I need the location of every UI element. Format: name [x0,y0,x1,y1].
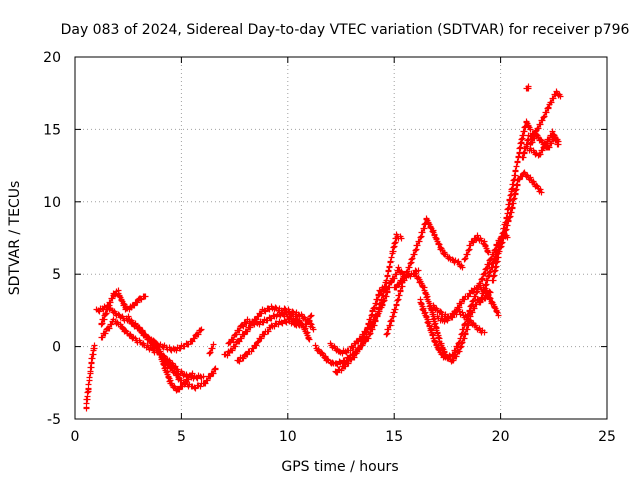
data-points [83,83,564,412]
marker-trace [527,88,564,147]
y-tick-label: 5 [52,267,61,283]
y-tick-label: 10 [43,195,61,211]
y-tick-label: 20 [43,50,61,66]
x-tick-label: 5 [177,429,186,445]
series-arc-14 [327,264,407,357]
x-tick-label: 25 [598,429,616,445]
series-arc-10 [234,312,315,365]
plot-frame [74,56,608,420]
series-arc-20 [461,232,492,263]
x-tick-label: 10 [279,429,297,445]
marker-trace [98,316,207,382]
y-tick-label: 15 [43,122,61,138]
series-arc-3 [98,316,207,382]
y-tick-label: -5 [47,412,61,428]
series-arc-21 [430,302,488,336]
marker-trace [144,326,205,354]
series-arc-1 [83,342,98,412]
marker-trace [206,341,217,357]
marker-trace [327,264,407,357]
x-axis-label: GPS time / hours [281,459,398,475]
series-arc-27 [523,83,532,92]
series-arc-16 [383,215,466,338]
series-arc-11 [281,305,317,333]
series-arc-25 [527,88,564,147]
chart-title: Day 083 of 2024, Sidereal Day-to-day VTE… [61,22,630,38]
x-tick-label: 15 [385,429,403,445]
series-arc-6 [144,326,205,354]
marker-trace [234,312,315,365]
marker-trace [281,305,317,333]
y-tick-label: 0 [52,340,61,356]
marker-trace [461,232,492,263]
series-arc-26 [519,128,562,161]
marker-trace [519,128,562,161]
x-tick-label: 20 [492,429,510,445]
x-tick-label: 0 [71,429,80,445]
marker-trace [523,83,532,92]
series-arc-7 [206,341,217,357]
marker-trace [83,342,98,412]
marker-trace [430,302,488,336]
y-axis-label: SDTVAR / TECUs [7,181,23,296]
marker-trace [383,215,466,338]
marker-trace [489,169,545,284]
series-arc-23 [489,169,545,284]
axis-ticks: 0 5 10 15 20 25 -5 0 5 10 15 20 [43,50,616,445]
